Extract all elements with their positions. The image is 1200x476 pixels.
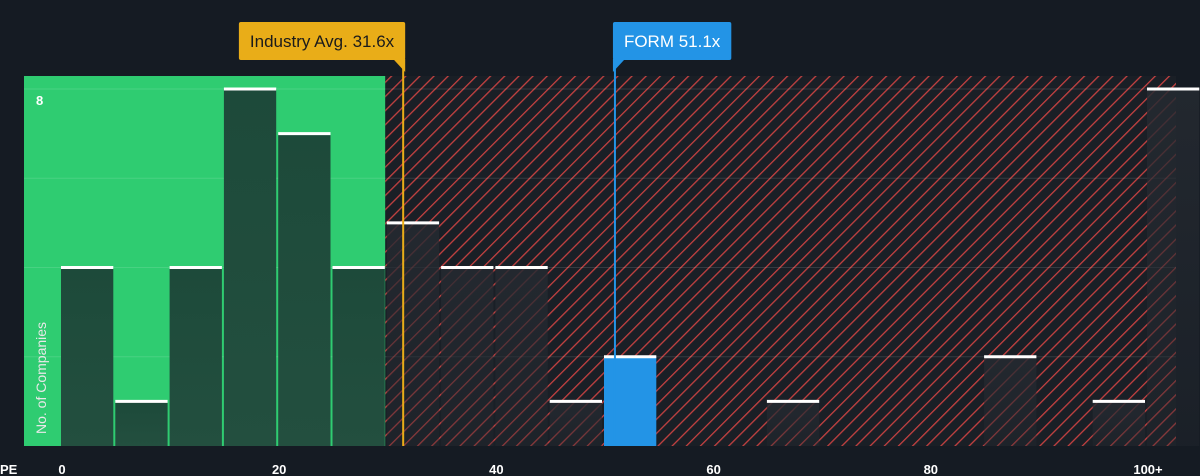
histogram-bar: [61, 267, 114, 446]
histogram-bar: [115, 401, 168, 446]
x-tick-label: 60: [706, 462, 720, 476]
histogram-bar-cap: [169, 266, 222, 269]
histogram-bar: [984, 356, 1037, 446]
y-tick-label: 8: [36, 93, 43, 108]
histogram-bar-cap: [223, 87, 277, 91]
histogram-bar: [332, 267, 385, 446]
x-tick-label: 0: [58, 462, 65, 476]
company-callout-pointer: [612, 59, 625, 72]
company-callout: [612, 22, 732, 60]
histogram-bar: [278, 133, 331, 446]
histogram-bar-cap: [115, 399, 168, 403]
histogram-bar: [1147, 89, 1200, 446]
x-tick-label: 20: [272, 462, 286, 476]
histogram-bar: [1092, 401, 1145, 446]
histogram-bar-cap: [495, 266, 548, 269]
histogram-bar-cap: [441, 266, 494, 269]
histogram-bar: [441, 267, 494, 446]
x-axis: PE 0 20 40 60 80 100+: [0, 462, 1163, 476]
histogram-bar-cap: [332, 266, 385, 269]
histogram-bar-cap: [549, 399, 602, 403]
histogram-bar: [604, 356, 657, 446]
x-tick-label: 100+: [1133, 462, 1163, 476]
histogram-bar: [766, 401, 820, 446]
x-tick-label: 40: [489, 462, 503, 476]
histogram-bar: [386, 222, 440, 446]
histogram-bar-cap: [386, 221, 440, 225]
histogram-bar-cap: [1092, 399, 1145, 403]
industry-avg-label: Industry Avg. 31.6x: [250, 32, 395, 51]
y-axis-title: No. of Companies: [33, 322, 49, 434]
y-axis: 8 No. of Companies: [33, 93, 49, 434]
industry-avg-callout: [238, 22, 406, 60]
histogram-bar: [549, 401, 602, 446]
x-tick-label: 80: [924, 462, 938, 476]
histogram-bars: [61, 87, 1200, 446]
industry-avg-callout-pointer: [393, 59, 406, 72]
value-markers: Industry Avg. 31.6x FORM 51.1x: [238, 22, 732, 446]
histogram-bar-cap: [278, 132, 331, 136]
histogram-bar-cap: [984, 355, 1037, 359]
histogram-bar: [169, 267, 222, 446]
company-label: FORM 51.1x: [624, 32, 721, 51]
histogram-bar: [495, 267, 548, 446]
histogram-bar-cap: [61, 266, 114, 269]
histogram-bar: [223, 89, 277, 446]
x-axis-title: PE: [0, 462, 18, 476]
histogram-bar-cap: [766, 399, 820, 403]
histogram-bar-cap: [1147, 87, 1200, 91]
histogram-bar-cap: [604, 355, 657, 359]
